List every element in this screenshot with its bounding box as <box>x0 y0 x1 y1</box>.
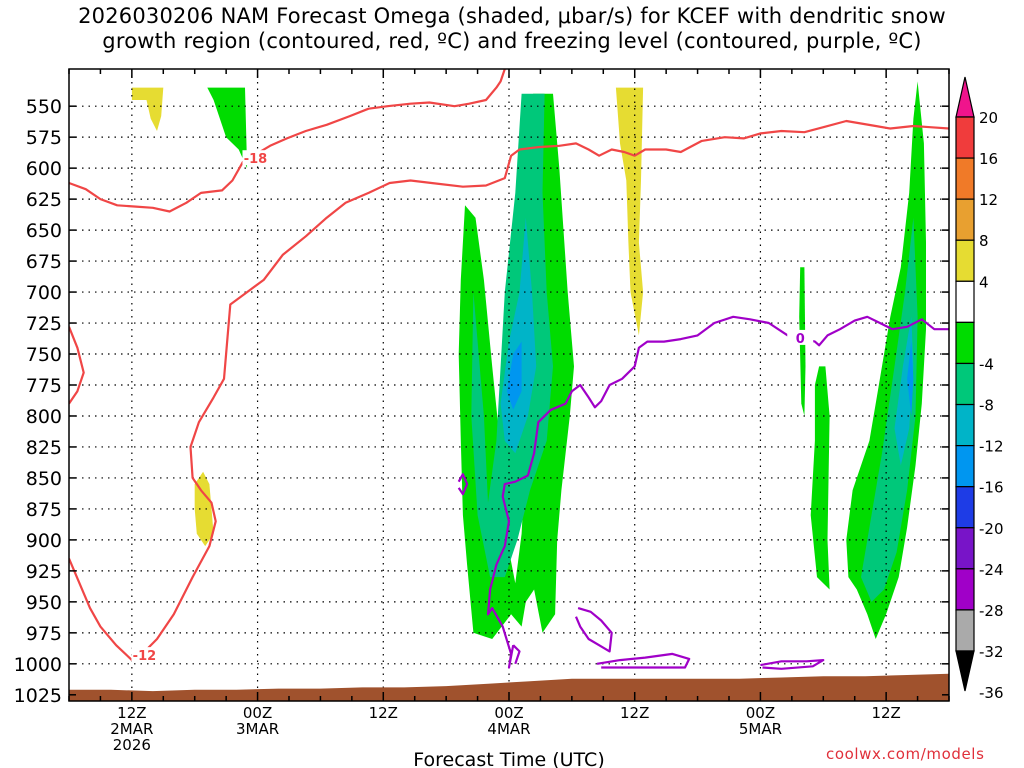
omega-region-rising-green-upper <box>207 87 248 169</box>
contour-label-freezing-level-0: 0 <box>796 332 805 347</box>
y-tick-label: 750 <box>26 344 62 366</box>
x-tick-label: 5MAR <box>739 720 782 738</box>
x-tick-label: 12Z <box>369 704 398 722</box>
colorbar-label: -32 <box>979 643 1004 661</box>
chart-title-line1: 2026030206 NAM Forecast Omega (shaded, μ… <box>78 4 946 28</box>
colorbar-bottom-arrow <box>955 650 975 692</box>
omega-region-rising-blue-right <box>907 341 914 416</box>
x-tick-label: 2MAR <box>110 720 153 738</box>
credit-text: coolwx.com/models <box>826 745 985 763</box>
y-tick-label: 625 <box>26 189 62 211</box>
x-tick-label: 3MAR <box>236 720 279 738</box>
y-tick-label: 675 <box>26 251 62 273</box>
y-tick-label: 825 <box>26 437 62 459</box>
colorbar-label: 20 <box>979 109 998 127</box>
omega-region-sinking-yellow-3 <box>194 471 214 547</box>
colorbar-bin <box>955 403 975 447</box>
colorbar: 20 16 12 8 4 -4 -8 -12 -16 -20 -24 -28 -32 -36 <box>955 76 1004 702</box>
chart-title: 2026030206 NAM Forecast Omega (shaded, μ… <box>0 4 1024 54</box>
y-tick-label: 700 <box>26 282 62 304</box>
colorbar-bin <box>955 198 975 241</box>
colorbar-label: -4 <box>979 355 994 373</box>
colorbar-label: -36 <box>979 684 1004 702</box>
omega-region-sinking-yellow-2 <box>615 87 644 336</box>
contour-label-bg <box>787 329 814 345</box>
contour-freezing-level-closed-1 <box>457 473 469 496</box>
contour-label-dgz-minus-12: -12 <box>133 649 157 664</box>
grid-lines <box>69 69 949 701</box>
omega-region-rising-teal-right <box>861 217 918 602</box>
x-tick-label: 12Z <box>117 704 146 722</box>
y-tick-label: 950 <box>26 592 62 614</box>
y-tick-label: 650 <box>26 220 62 242</box>
y-tick-label: 575 <box>26 127 62 149</box>
omega-region-sinking-yellow-1 <box>131 87 164 131</box>
colorbar-label: -24 <box>979 561 1004 579</box>
y-tick-label: 800 <box>26 406 62 428</box>
y-tick-label: 600 <box>26 158 62 180</box>
y-tick-label: 1025 <box>14 685 62 707</box>
contour-label-dgz-minus-18: -18 <box>244 152 268 167</box>
colorbar-label: 16 <box>979 150 998 168</box>
colorbar-label: -8 <box>979 397 994 415</box>
colorbar-bin <box>955 527 975 570</box>
chart-title-line2: growth region (contoured, red, ºC) and f… <box>102 29 922 53</box>
contour-freezing-level-bottom <box>512 644 521 665</box>
contour-freezing-level-closed-4 <box>760 658 825 670</box>
colorbar-label: -28 <box>979 602 1004 620</box>
contour-freezing-level-closed-2 <box>574 607 613 653</box>
x-tick-label: 12Z <box>871 704 900 722</box>
colorbar-label: 8 <box>979 232 989 250</box>
colorbar-label: -12 <box>979 438 1004 456</box>
contour-dgz-minus-12 <box>69 119 949 662</box>
y-tick-label: 850 <box>26 468 62 490</box>
contour-label-bg <box>131 647 158 663</box>
contour-dgz-minus-12-left <box>69 326 85 405</box>
contour-labels: -12 -18 0 <box>131 150 814 664</box>
colorbar-bin <box>955 568 975 611</box>
x-tick-label: 00Z <box>746 704 775 722</box>
x-axis-label: Forecast Time (UTC) <box>413 749 604 768</box>
colorbar-label: 12 <box>979 191 998 209</box>
omega-region-rising-blue-main <box>506 341 522 410</box>
axes: 550 575 600 625 650 675 700 725 750 775 800 825 850 8… <box>14 68 950 754</box>
y-tick-label: 975 <box>26 623 62 645</box>
x-tick-label: 4MAR <box>487 720 530 738</box>
x-tick-label: 00Z <box>243 704 272 722</box>
omega-shading <box>131 81 926 640</box>
omega-region-rising-green-right2 <box>846 81 926 639</box>
x-tick-label: 2026 <box>113 736 151 754</box>
colorbar-label: 4 <box>979 273 989 291</box>
omega-region-rising-green-right <box>810 366 830 590</box>
colorbar-bin <box>955 157 975 200</box>
contours <box>69 69 949 670</box>
contour-label-bg <box>242 150 269 166</box>
colorbar-label: -16 <box>979 479 1004 497</box>
y-tick-label: 775 <box>26 375 62 397</box>
contour-freezing-level-0 <box>486 315 949 669</box>
colorbar-bin <box>955 116 975 159</box>
colorbar-label: -20 <box>979 520 1004 538</box>
colorbar-top-arrow <box>955 76 975 118</box>
colorbar-bin <box>955 321 975 365</box>
colorbar-bin <box>955 486 975 529</box>
y-tick-label: 900 <box>26 530 62 552</box>
colorbar-bin <box>955 609 975 652</box>
contour-dgz-minus-18 <box>69 69 506 213</box>
contour-freezing-level-closed-3 <box>596 652 691 669</box>
x-tick-label: 00Z <box>494 704 523 722</box>
colorbar-bin <box>955 445 975 488</box>
terrain-fill <box>69 673 949 701</box>
colorbar-bin <box>955 239 975 282</box>
y-tick-label: 1000 <box>14 654 62 676</box>
x-tick-label: 12Z <box>620 704 649 722</box>
y-tick-label: 875 <box>26 499 62 521</box>
y-tick-label: 725 <box>26 313 62 335</box>
y-tick-label: 550 <box>26 96 62 118</box>
terrain <box>69 673 949 701</box>
y-tick-label: 925 <box>26 561 62 583</box>
colorbar-bin <box>955 280 975 323</box>
colorbar-bin <box>955 362 975 406</box>
